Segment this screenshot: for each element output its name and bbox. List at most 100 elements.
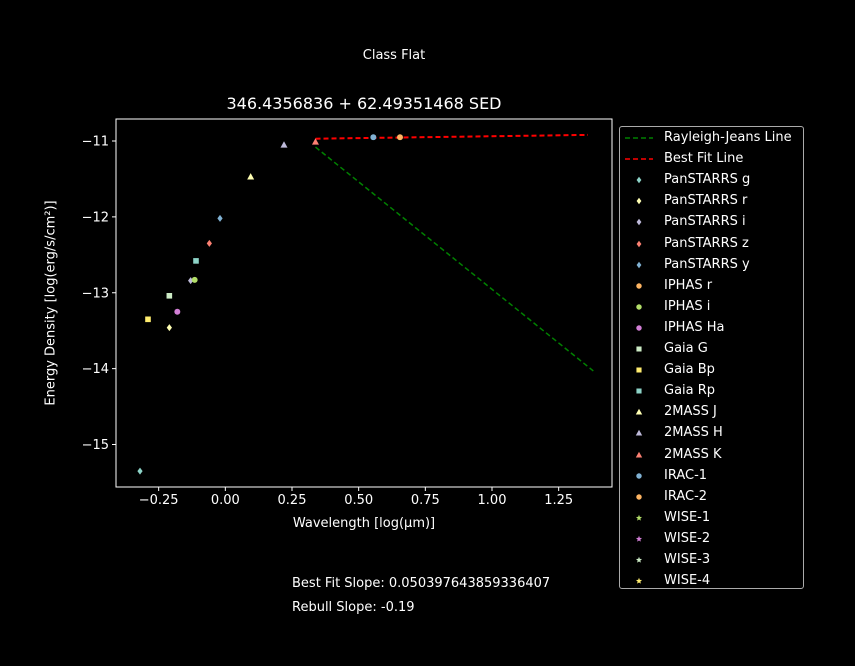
legend-swatch — [636, 493, 642, 500]
legend-entry-2mass-k: 2MASS K — [620, 445, 805, 465]
legend-swatch — [635, 451, 643, 458]
legend-swatch — [636, 388, 642, 394]
x-tick-label: −0.25 — [139, 493, 179, 508]
data-point-gaia-rp — [193, 258, 199, 264]
legend-label: Best Fit Line — [664, 151, 744, 167]
legend-label: PanSTARRS r — [664, 193, 748, 209]
legend-marker-sample — [635, 535, 643, 542]
legend-marker-sample — [636, 261, 642, 268]
data-point-gaia-bp — [145, 316, 151, 323]
legend-marker-sample — [636, 282, 642, 289]
legend-label: IPHAS r — [664, 277, 713, 293]
legend-swatch — [636, 198, 642, 205]
legend-swatch — [636, 261, 642, 268]
best-fit-line-line — [315, 133, 589, 140]
legend-entry-irac-2: IRAC-2 — [620, 487, 805, 507]
legend-marker-sample — [635, 556, 643, 563]
x-axis-ticks: −0.25 0.00 0.25 0.50 0.75 1.00 1.25 — [139, 487, 573, 508]
legend-marker-sample — [636, 176, 642, 184]
legend-label: Gaia Bp — [664, 362, 715, 378]
legend-marker-sample — [636, 346, 642, 352]
x-axis-label: Wavelength [log(μm)] — [292, 516, 436, 531]
legend-marker-sample — [636, 198, 642, 205]
legend-swatch — [636, 472, 642, 479]
data-point-panstarrs-g — [137, 467, 143, 475]
legend-entry-panstarrs-z: PanSTARRS z — [620, 234, 805, 254]
legend-swatch — [636, 325, 642, 331]
legend-entry-2mass-j: 2MASS J — [620, 402, 805, 422]
legend-swatch — [636, 240, 642, 247]
legend-entry-wise-4: WISE-4 — [620, 571, 805, 591]
legend-label: Gaia G — [664, 341, 708, 356]
legend-entry-panstarrs-g: PanSTARRS g — [620, 170, 805, 190]
x-tick-label: 0.25 — [278, 493, 307, 508]
legend-marker-sample — [635, 430, 643, 436]
legend-entry-gaia-rp: Gaia Rp — [620, 381, 805, 401]
y-tick-label: −14 — [82, 362, 109, 377]
legend-marker-sample — [635, 409, 643, 415]
legend-entry-wise-1: WISE-1 — [620, 508, 805, 528]
legend-entry-panstarrs-i: PanSTARRS i — [620, 212, 805, 232]
legend-label: WISE-4 — [664, 573, 711, 589]
data-point-gaia-g — [166, 292, 173, 299]
legend-swatch — [636, 304, 642, 310]
y-tick-label: −11 — [82, 135, 109, 150]
legend-entry-rayleigh-jeans-line: Rayleigh-Jeans Line — [620, 128, 805, 148]
x-tick-label: 0.50 — [344, 493, 373, 508]
legend-entry-iphas-i: IPHAS i — [620, 297, 805, 317]
legend-entry-panstarrs-y: PanSTARRS y — [620, 255, 805, 275]
rebull-slope-note: Rebull Slope: -0.19 — [292, 600, 415, 615]
legend-label: WISE-2 — [664, 530, 711, 546]
legend-label: 2MASS K — [664, 446, 722, 462]
legend-label: 2MASS H — [664, 425, 723, 441]
data-point-panstarrs-r — [166, 324, 172, 332]
y-axis-label: Energy Density [log(erg/s/cm²)] — [43, 200, 59, 406]
legend-swatch — [625, 158, 653, 160]
data-point-iphas-ha — [174, 308, 181, 315]
legend-label: IRAC-2 — [664, 488, 708, 504]
y-tick-label: −13 — [82, 286, 109, 301]
legend-label: WISE-1 — [664, 509, 711, 525]
legend-marker-sample — [636, 240, 642, 247]
legend-swatch — [636, 346, 642, 352]
x-tick-label: 0.75 — [411, 493, 440, 508]
legend-label: Gaia Rp — [664, 383, 716, 399]
data-point-2mass-j — [247, 173, 255, 180]
legend-marker-sample — [636, 472, 642, 479]
legend-marker-sample — [636, 304, 642, 310]
y-tick-label: −15 — [82, 438, 109, 453]
legend-swatch — [635, 514, 643, 521]
legend-label: PanSTARRS g — [664, 172, 751, 188]
legend-swatch — [636, 367, 642, 373]
legend-label: 2MASS J — [664, 404, 717, 420]
chart-legend: Rayleigh-Jeans Line Best Fit Line PanSTARR… — [619, 126, 804, 589]
legend-label: WISE-3 — [664, 552, 711, 567]
data-point-2mass-k — [311, 138, 319, 145]
rayleigh-jeans-line-line — [315, 146, 594, 372]
data-points — [137, 134, 403, 475]
legend-marker-sample — [635, 514, 643, 521]
legend-entry-wise-2: WISE-2 — [620, 529, 805, 549]
legend-entry-gaia-bp: Gaia Bp — [620, 360, 805, 380]
data-point-2mass-h — [280, 141, 288, 148]
legend-swatch — [636, 219, 642, 226]
legend-label: PanSTARRS i — [664, 214, 746, 230]
x-tick-label: 0.00 — [211, 493, 240, 508]
data-point-panstarrs-z — [206, 239, 212, 247]
legend-swatch — [635, 409, 643, 415]
legend-label: PanSTARRS y — [664, 256, 750, 272]
data-point-iphas-i — [191, 276, 198, 283]
legend-marker-sample — [636, 367, 642, 373]
data-point-panstarrs-y — [217, 214, 223, 222]
x-tick-label: 1.25 — [544, 493, 573, 508]
y-axis-ticks: −11 −12 −13 −14 −15 — [82, 135, 116, 453]
y-tick-label: −12 — [82, 210, 109, 225]
legend-label: PanSTARRS z — [664, 235, 749, 251]
legend-swatch — [635, 535, 643, 542]
legend-entry-iphas-r: IPHAS r — [620, 276, 805, 296]
legend-label: IPHAS Ha — [664, 319, 725, 335]
chart-title: 346.4356836 + 62.49351468 SED — [226, 94, 502, 113]
legend-swatch — [635, 430, 643, 436]
legend-marker-sample — [636, 219, 642, 226]
